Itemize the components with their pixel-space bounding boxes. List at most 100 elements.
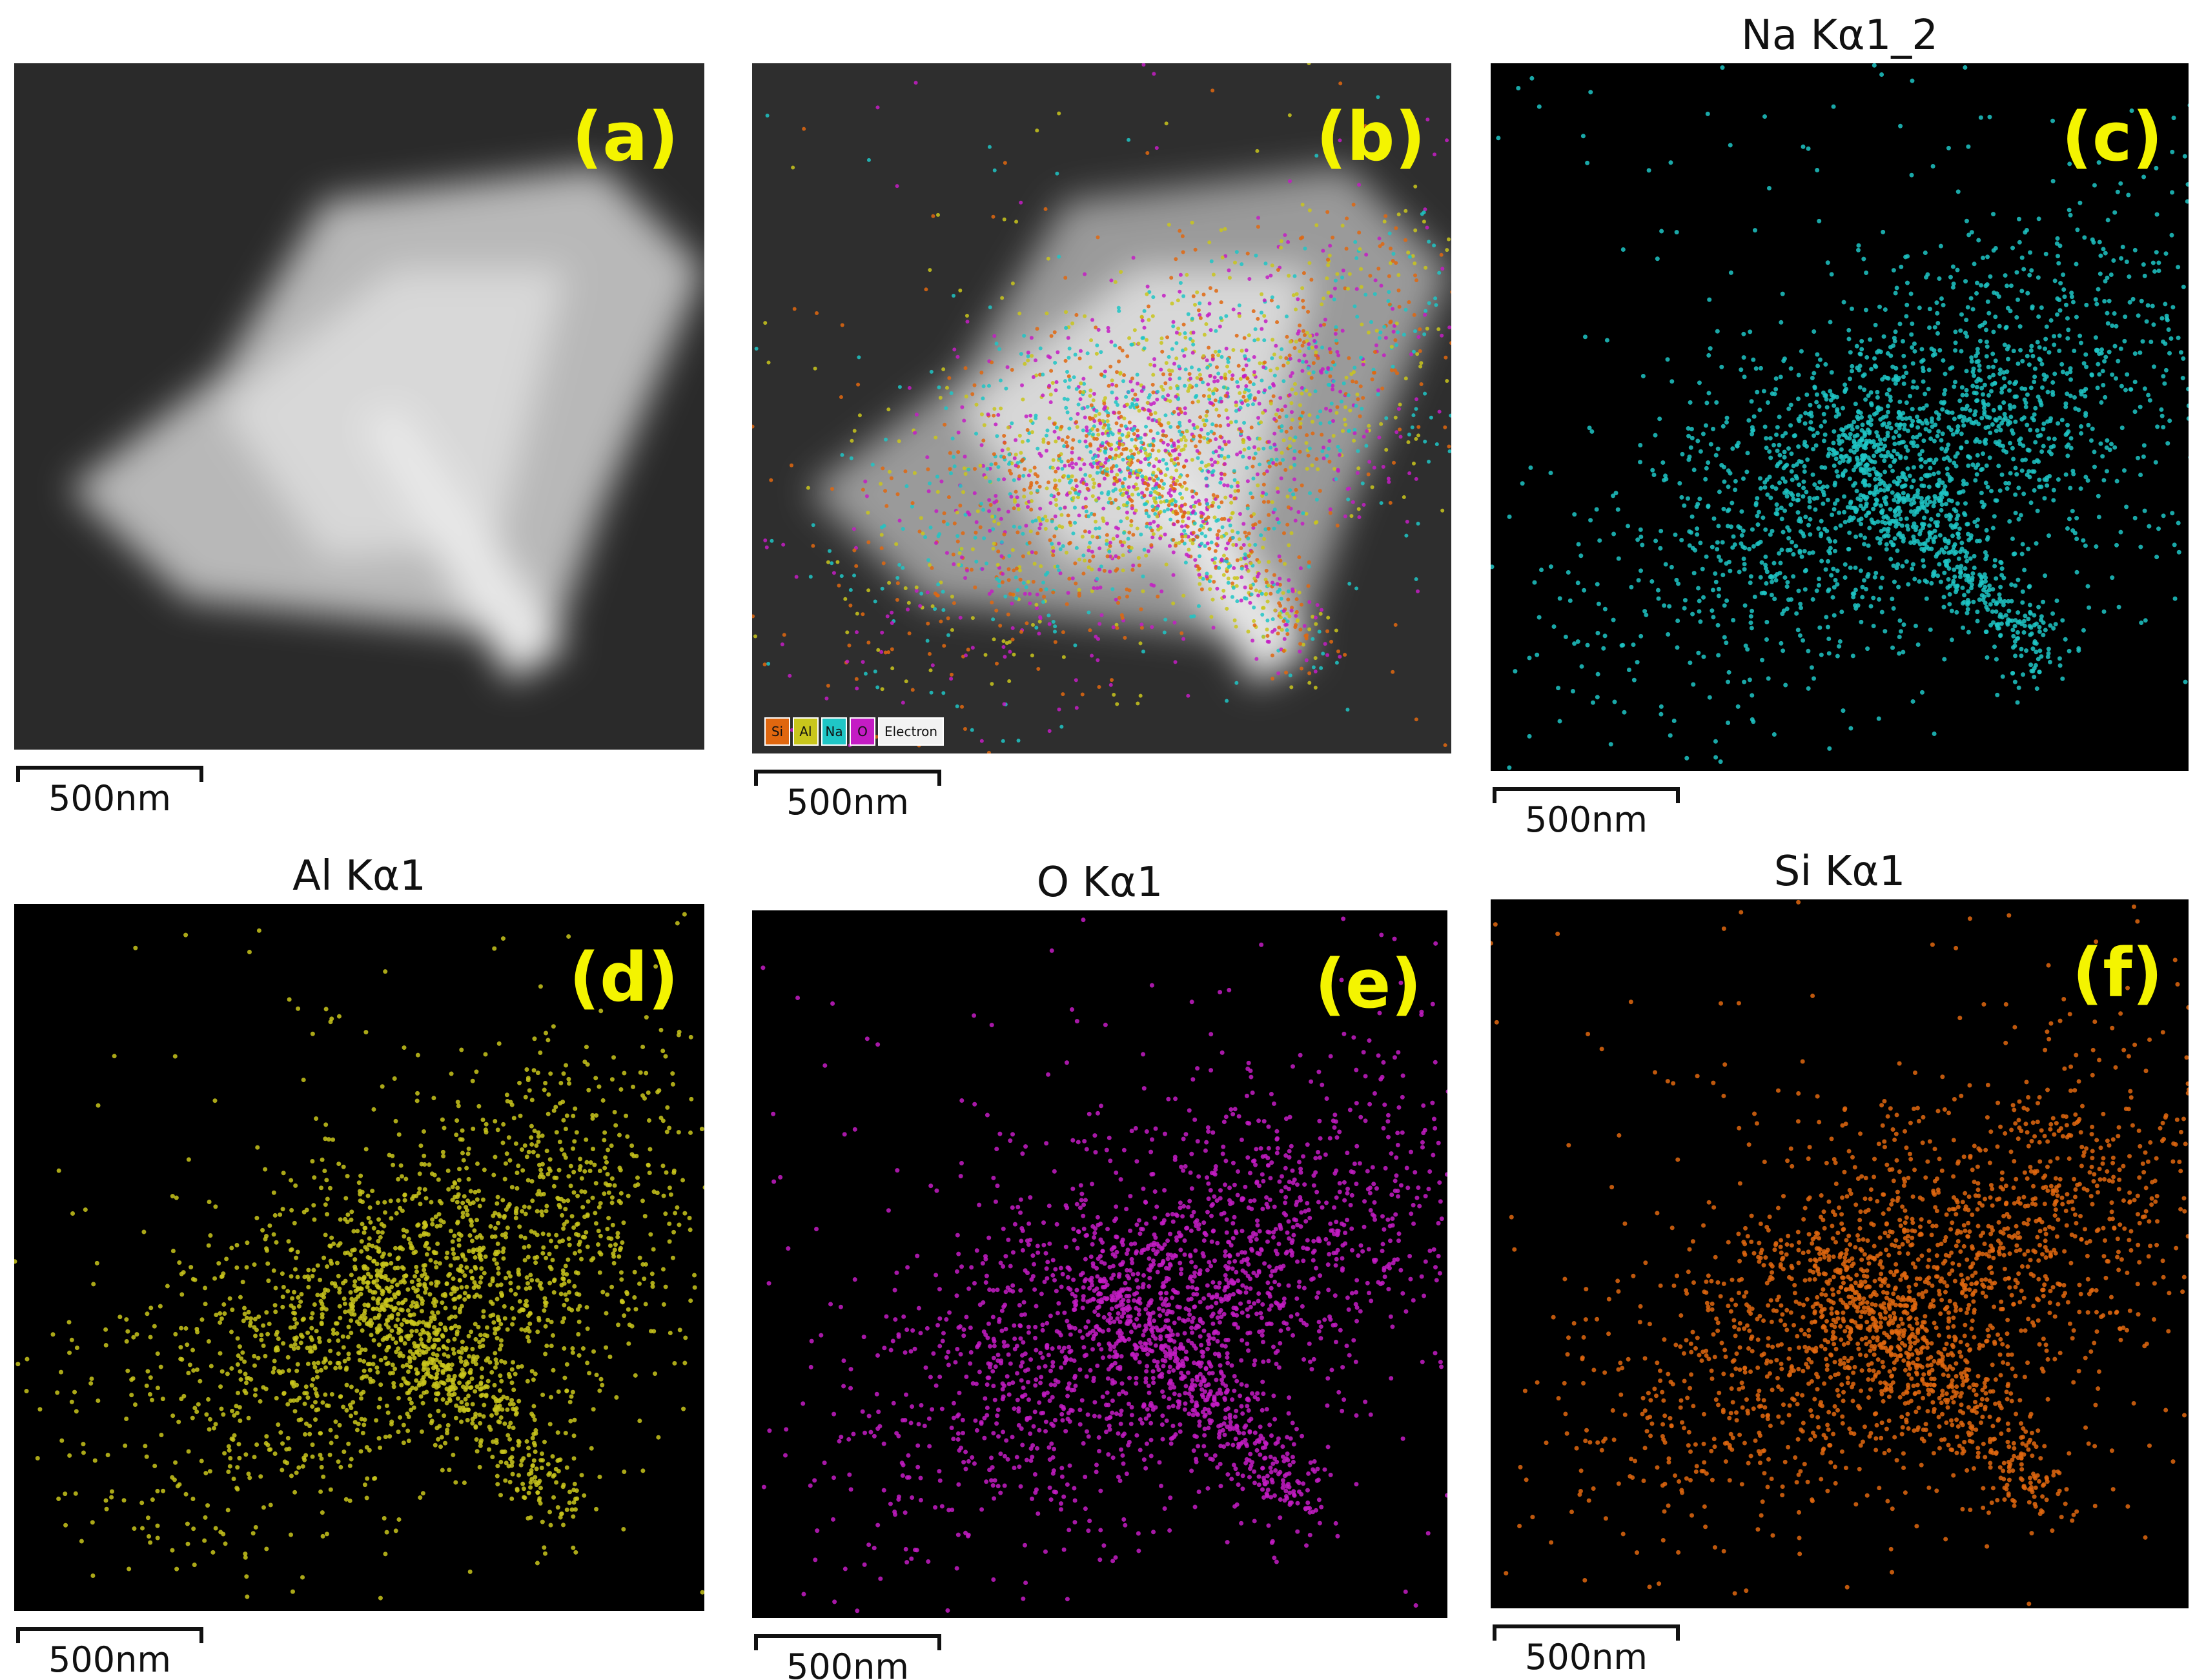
signal-dot xyxy=(1164,361,1169,365)
signal-dot xyxy=(1243,552,1247,557)
signal-dot xyxy=(2094,544,2099,549)
signal-dot xyxy=(1749,626,1754,631)
signal-dot xyxy=(1842,509,1847,515)
signal-dot xyxy=(1767,449,1772,454)
signal-dot xyxy=(1346,287,1351,291)
signal-dot xyxy=(1097,412,1101,416)
signal-dot xyxy=(1751,544,1756,549)
signal-dot xyxy=(1254,253,1258,258)
signal-dot xyxy=(1054,469,1058,474)
signal-dot xyxy=(1010,637,1015,642)
signal-dot xyxy=(1017,433,1022,438)
signal-dot xyxy=(1690,611,1695,617)
signal-dot xyxy=(1917,579,1922,584)
signal-dot xyxy=(1376,392,1380,396)
signal-dot xyxy=(1169,493,1173,498)
signal-dot xyxy=(1231,586,1236,590)
signal-dot xyxy=(1859,415,1864,420)
signal-dot xyxy=(1116,305,1121,310)
signal-dot xyxy=(2070,509,2075,514)
signal-dot xyxy=(1362,502,1366,507)
signal-dot xyxy=(1222,595,1227,599)
signal-dot xyxy=(1360,407,1364,411)
signal-dot xyxy=(1741,355,1746,360)
signal-dot xyxy=(1240,566,1244,571)
signal-dot xyxy=(1973,465,1978,470)
signal-dot xyxy=(1478,288,1482,292)
signal-dot xyxy=(2051,487,2056,493)
signal-dot xyxy=(2122,468,2127,473)
signal-dot xyxy=(1716,524,1721,529)
signal-dot xyxy=(1161,486,1165,491)
signal-dot xyxy=(1241,367,1246,372)
signal-dot xyxy=(1928,499,1933,504)
signal-dot xyxy=(1582,334,1588,340)
signal-dot xyxy=(1977,597,1982,602)
signal-dot xyxy=(1187,516,1191,520)
legend-label: Electron xyxy=(884,724,937,739)
signal-dot xyxy=(1051,549,1056,553)
signal-dot xyxy=(910,688,915,692)
signal-dot xyxy=(1252,512,1256,517)
signal-dot xyxy=(1307,346,1311,351)
signal-dot xyxy=(1953,380,1958,385)
signal-dot xyxy=(1539,568,1544,573)
signal-dot xyxy=(1952,384,1957,389)
signal-dot xyxy=(1897,509,1903,514)
signal-dot xyxy=(839,394,843,399)
signal-dot xyxy=(1136,382,1140,386)
signal-dot xyxy=(2189,493,2194,498)
signal-dot xyxy=(1199,427,1203,432)
signal-dot xyxy=(1394,430,1399,435)
signal-dot xyxy=(1308,334,1312,338)
signal-dot xyxy=(1422,220,1426,224)
signal-dot xyxy=(1993,314,1998,320)
signal-dot xyxy=(1832,501,1837,506)
signal-dot xyxy=(1837,460,1843,466)
signal-dot xyxy=(1094,325,1098,330)
signal-dot xyxy=(1904,416,1909,421)
signal-dot xyxy=(1220,354,1224,359)
signal-dot xyxy=(1777,551,1782,556)
signal-dot xyxy=(1209,540,1214,545)
signal-dot xyxy=(1180,535,1185,539)
signal-dot xyxy=(1396,330,1400,334)
signal-dot xyxy=(1228,523,1232,528)
signal-dot xyxy=(1010,282,1015,286)
signal-dot xyxy=(1154,146,1159,150)
signal-dot xyxy=(1387,302,1392,307)
signal-dot xyxy=(1035,606,1039,611)
signal-dot xyxy=(1125,516,1129,520)
signal-dot xyxy=(1910,361,1915,366)
signal-dot xyxy=(1873,322,1878,327)
signal-dot xyxy=(1890,645,1895,650)
signal-dot xyxy=(1205,502,1210,506)
signal-dot xyxy=(1713,755,1719,760)
signal-dot xyxy=(1116,506,1121,511)
signal-dot xyxy=(1455,359,1459,363)
signal-dot xyxy=(1260,327,1264,331)
signal-dot xyxy=(1090,494,1095,498)
signal-dot xyxy=(1150,448,1155,453)
signal-dot xyxy=(1238,450,1243,455)
signal-dot xyxy=(849,456,853,460)
signal-dot xyxy=(1946,550,1952,555)
signal-dot xyxy=(2013,492,2018,497)
signal-dot xyxy=(1229,494,1233,498)
signal-dot xyxy=(1364,444,1369,448)
signal-dot xyxy=(999,406,1003,411)
signal-dot xyxy=(1943,538,1948,544)
signal-dot xyxy=(1209,457,1214,462)
signal-dot xyxy=(1364,252,1369,257)
signal-dot xyxy=(1111,625,1116,630)
signal-dot xyxy=(1719,364,1724,369)
signal-dot xyxy=(1146,549,1150,553)
signal-dot xyxy=(2119,256,2124,261)
signal-dot xyxy=(955,704,959,708)
signal-dot xyxy=(2132,380,2138,385)
signal-dot xyxy=(1247,554,1251,558)
signal-dot xyxy=(2052,436,2057,442)
signal-dot xyxy=(1770,484,1775,489)
signal-dot xyxy=(1209,575,1213,579)
